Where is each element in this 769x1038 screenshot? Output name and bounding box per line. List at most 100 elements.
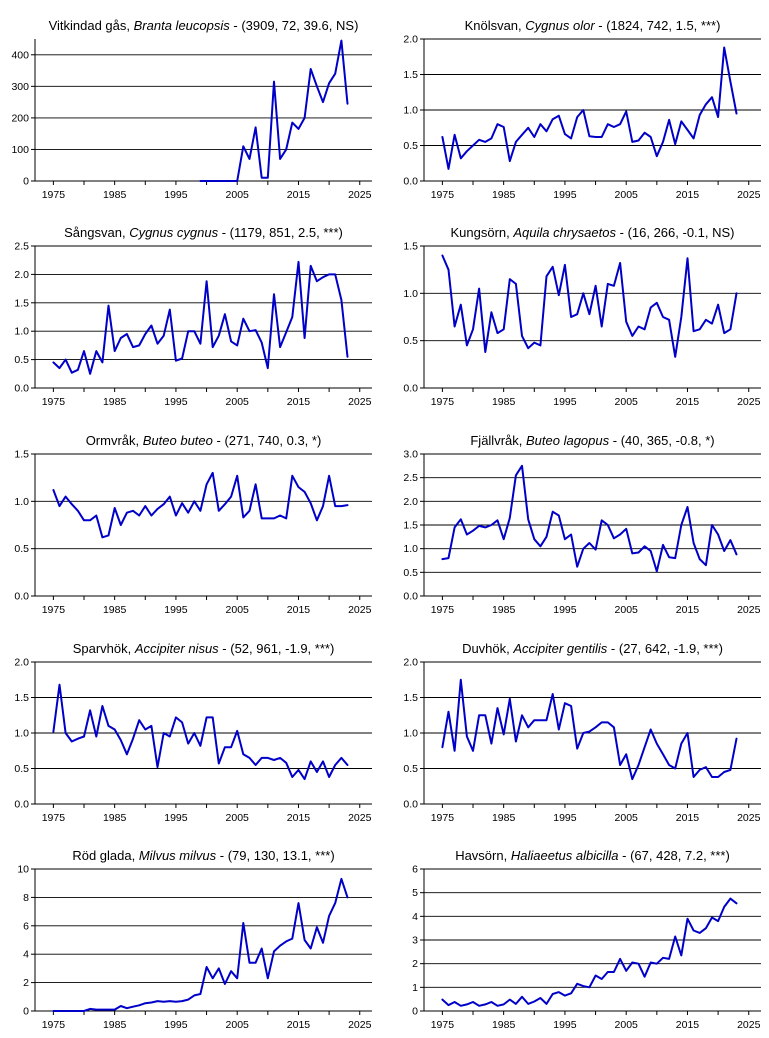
x-tick-label: 1995 <box>164 396 188 408</box>
x-tick-label: 1975 <box>42 812 66 824</box>
x-tick-label: 1975 <box>431 1019 455 1031</box>
title-latin-name: Cygnus olor <box>525 18 595 33</box>
x-tick-label: 1985 <box>492 604 516 616</box>
x-tick-label: 1995 <box>164 812 188 824</box>
y-tick-label: 1.5 <box>14 692 29 704</box>
y-tick-label: 1.0 <box>403 288 418 300</box>
y-tick-label: 0.0 <box>14 799 29 811</box>
x-tick-label: 2005 <box>615 189 639 201</box>
title-latin-name: Accipiter gentilis <box>512 641 607 656</box>
x-tick-label: 2005 <box>226 396 250 408</box>
title-stats: (40, 365, -0.8, *) <box>621 433 715 448</box>
x-tick-label: 2005 <box>226 604 250 616</box>
x-tick-label: 2015 <box>676 396 700 408</box>
y-tick-label: 1.5 <box>14 449 29 461</box>
x-tick-label: 2015 <box>676 604 700 616</box>
x-tick-label: 2025 <box>348 189 372 201</box>
title-common-name: Sångsvan <box>64 225 122 240</box>
x-tick-label: 2025 <box>737 812 761 824</box>
x-tick-label: 1985 <box>492 1019 516 1031</box>
chart-panel: Ormvråk, Buteo buteo - (271, 740, 0.3, *… <box>14 433 372 616</box>
y-tick-label: 5 <box>412 887 418 899</box>
y-tick-label: 2.0 <box>403 657 418 669</box>
chart-title: Sparvhök, Accipiter nisus - (52, 961, -1… <box>73 641 335 656</box>
y-tick-label: 2.0 <box>14 269 29 281</box>
y-tick-label: 0 <box>23 176 29 188</box>
y-tick-label: 3.0 <box>403 449 418 461</box>
title-separator: - <box>218 225 230 240</box>
y-tick-label: 0.5 <box>403 140 418 152</box>
x-tick-label: 1975 <box>431 189 455 201</box>
x-tick-label: 2015 <box>287 189 311 201</box>
x-tick-label: 1995 <box>553 1019 577 1031</box>
series-line <box>441 897 738 1007</box>
chart-title: Havsörn, Haliaeetus albicilla - (67, 428… <box>455 848 730 863</box>
title-stats: (1179, 851, 2.5, ***) <box>230 225 343 240</box>
y-tick-label: 2.5 <box>14 241 29 253</box>
title-stats: (16, 266, -0.1, NS) <box>628 225 735 240</box>
x-tick-label: 2015 <box>676 1019 700 1031</box>
x-tick-label: 1985 <box>492 396 516 408</box>
x-tick-label: 1995 <box>553 604 577 616</box>
chart-panel: Kungsörn, Aquila chrysaetos - (16, 266, … <box>403 225 761 408</box>
title-stats: (52, 961, -1.9, ***) <box>230 641 334 656</box>
chart-panel: Fjällvråk, Buteo lagopus - (40, 365, -0.… <box>403 433 761 616</box>
y-tick-label: 3 <box>412 935 418 947</box>
title-separator: - <box>595 18 607 33</box>
y-tick-label: 1.0 <box>14 728 29 740</box>
y-tick-label: 1.5 <box>403 241 418 253</box>
y-tick-label: 0.5 <box>14 543 29 555</box>
x-tick-label: 2015 <box>287 812 311 824</box>
x-tick-label: 1975 <box>42 1019 66 1031</box>
x-tick-label: 2005 <box>615 1019 639 1031</box>
chart-title: Kungsörn, Aquila chrysaetos - (16, 266, … <box>450 225 734 240</box>
x-tick-label: 2005 <box>226 1019 250 1031</box>
title-latin-name: Cygnus cygnus <box>129 225 218 240</box>
y-tick-label: 0.0 <box>14 591 29 603</box>
y-tick-label: 10 <box>17 864 29 876</box>
series-line <box>441 254 738 358</box>
title-common-name: Röd glada <box>72 848 132 863</box>
title-latin-name: Buteo buteo <box>143 433 213 448</box>
series-line <box>52 877 349 1012</box>
title-separator: - <box>216 848 228 863</box>
title-separator: , <box>506 225 513 240</box>
title-separator: - <box>219 641 231 656</box>
title-separator: - <box>609 433 621 448</box>
title-latin-name: Branta leucopsis <box>134 18 231 33</box>
title-stats: (27, 642, -1.9, ***) <box>619 641 723 656</box>
title-separator: , <box>506 641 513 656</box>
title-latin-name: Haliaeetus albicilla <box>511 848 619 863</box>
x-tick-label: 1985 <box>103 189 127 201</box>
chart-title: Fjällvråk, Buteo lagopus - (40, 365, -0.… <box>470 433 714 448</box>
x-tick-label: 2005 <box>615 604 639 616</box>
title-separator: - <box>619 848 631 863</box>
title-common-name: Knölsvan <box>465 18 518 33</box>
title-separator: - <box>230 18 242 33</box>
x-tick-label: 1995 <box>553 189 577 201</box>
y-tick-label: 2.0 <box>403 34 418 46</box>
y-tick-label: 0.0 <box>403 591 418 603</box>
x-tick-label: 2005 <box>226 812 250 824</box>
chart-title: Röd glada, Milvus milvus - (79, 130, 13.… <box>72 848 334 863</box>
y-tick-label: 1.0 <box>403 105 418 117</box>
x-tick-label: 1985 <box>492 189 516 201</box>
y-tick-label: 6 <box>412 864 418 876</box>
x-tick-label: 2005 <box>615 812 639 824</box>
x-tick-label: 1985 <box>492 812 516 824</box>
series-line <box>441 678 738 781</box>
x-tick-label: 1975 <box>431 604 455 616</box>
title-common-name: Ormvråk <box>86 433 136 448</box>
y-tick-label: 8 <box>23 892 29 904</box>
x-tick-label: 1985 <box>103 812 127 824</box>
x-tick-label: 2025 <box>348 1019 372 1031</box>
chart-panel: Sångsvan, Cygnus cygnus - (1179, 851, 2.… <box>14 225 372 408</box>
title-separator: , <box>136 433 143 448</box>
title-separator: , <box>504 848 511 863</box>
y-tick-label: 300 <box>11 81 29 93</box>
x-tick-label: 2015 <box>287 1019 311 1031</box>
x-tick-label: 1975 <box>431 812 455 824</box>
y-tick-label: 0 <box>412 1006 418 1018</box>
chart-panel: Duvhök, Accipiter gentilis - (27, 642, -… <box>403 641 761 824</box>
